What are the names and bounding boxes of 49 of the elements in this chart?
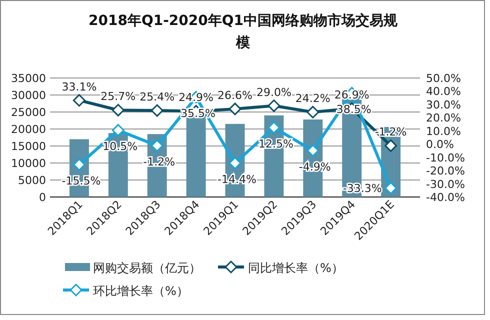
point [150,139,164,152]
point [228,156,242,170]
y-tick-label: 15000 [11,140,46,153]
data-label: -14.4% [218,173,256,186]
point [268,121,280,134]
y2-tick-label: 50.0% [426,72,461,85]
y-tick-label: 5000 [18,174,46,187]
y2-tick-label: -20.0% [426,164,465,178]
y2-tick-label: -40.0% [426,191,465,204]
y-tick-label: 25000 [11,106,46,119]
point [112,124,124,136]
y2-tick-label: 10.0% [426,124,461,138]
y2-tick-label: 20.0% [426,112,461,125]
legend-label: 网购交易额（亿元） [93,261,201,275]
chart-title: 2018年Q1-2020年Q1中国网络购物市场交易规模 [88,12,399,51]
data-label: 25.4% [140,90,175,104]
point [112,104,124,116]
point [384,182,398,194]
legend-label: 同比增长率（%） [248,261,344,275]
point [228,102,242,116]
y2-tick-label: 30.0% [426,98,461,112]
data-label: -15.5% [62,174,101,188]
y2-tick-label: -30.0% [426,178,465,191]
data-label: 25.7% [100,90,136,104]
y2-tick-label: 0.0% [426,138,454,152]
data-label: 12.5% [258,138,294,151]
point [72,94,86,107]
y-tick-label: 0 [39,191,46,204]
y2-tick-label: -10.0% [426,151,465,164]
legend-label: 环比增长率（%） [93,284,188,298]
y-tick-label: 35000 [11,72,46,85]
y2-tick-label: 40.0% [426,85,461,98]
data-label: 24.2% [295,92,330,106]
y-tick-label: 10000 [11,157,46,170]
point [306,144,320,157]
data-label: 33.1% [62,80,97,94]
data-label: 26.6% [218,88,252,102]
y-tick-label: 30000 [11,89,46,102]
data-label: 26.9% [334,88,370,102]
point [268,100,280,112]
point [306,106,320,118]
data-label: 29.0% [256,86,292,99]
point [72,158,86,171]
point [384,139,398,152]
point [150,104,164,117]
data-label: -1.2% [143,156,176,169]
data-label: 10.5% [102,140,138,154]
data-label: 38.5% [336,103,372,116]
y-tick-label: 20000 [11,123,46,136]
